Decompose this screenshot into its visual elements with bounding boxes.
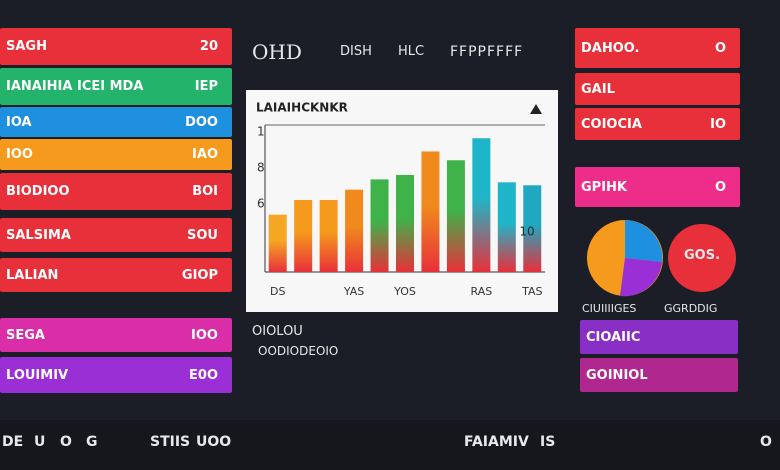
- row-label: IOO: [6, 147, 33, 162]
- row-label: SEGA: [6, 327, 45, 343]
- row-label: CIOAIIC: [586, 329, 641, 345]
- list-row[interactable]: SEGA IOO: [0, 318, 232, 352]
- caption: OIOLOU: [252, 324, 303, 339]
- footer-item: G: [86, 434, 98, 450]
- tab[interactable]: HLC: [398, 44, 425, 59]
- y-label: 6: [257, 197, 265, 211]
- chart-title: LAIAIHCKNKR: [256, 101, 348, 115]
- list-row[interactable]: GOINIOL: [580, 358, 738, 392]
- row-value: E0O: [189, 367, 218, 383]
- x-tick-label: DS: [270, 285, 285, 298]
- row-value: O: [714, 40, 726, 56]
- footer-item: O: [60, 434, 72, 450]
- pie-slice: [625, 220, 663, 262]
- row-value: DOO: [185, 114, 218, 130]
- list-row[interactable]: GPIHK O: [575, 167, 740, 207]
- x-tick-label: YAS: [343, 285, 364, 298]
- row-label: LALIAN: [6, 267, 59, 283]
- bar: [294, 199, 313, 272]
- bar: [345, 189, 364, 272]
- brand: OHD: [252, 40, 302, 64]
- list-row[interactable]: COIOCIA IO: [575, 108, 740, 140]
- bar: [319, 199, 338, 272]
- row-label: GPIHK: [581, 179, 627, 195]
- row-label: SALSIMA: [6, 227, 71, 243]
- bar: [421, 151, 440, 272]
- footer-item: O: [760, 434, 772, 450]
- row-value: IAO: [192, 147, 218, 162]
- row-value: GIOP: [181, 267, 218, 283]
- badge-label: GOS.: [684, 248, 721, 263]
- list-row[interactable]: LOUIMIV E0O: [0, 357, 232, 393]
- list-row[interactable]: SALSIMA SOU: [0, 218, 232, 252]
- footer-item: FAIAMIV: [464, 434, 529, 450]
- row-label: DAHOO.: [581, 40, 640, 56]
- bar: [523, 185, 542, 272]
- row-value: BOI: [192, 184, 218, 199]
- row-label: GOINIOL: [586, 367, 648, 383]
- footer-item: DE: [2, 434, 24, 450]
- list-row[interactable]: IANAIHIA ICEI MDA IEP: [0, 68, 232, 105]
- list-row[interactable]: SAGH 20: [0, 28, 232, 65]
- footer-bar: [0, 420, 780, 470]
- bar-note: 10: [519, 225, 534, 239]
- row-label: BIODIOO: [6, 184, 70, 199]
- row-value: SOU: [187, 227, 218, 243]
- list-row[interactable]: IOA DOO: [0, 107, 232, 137]
- row-value: 20: [199, 39, 218, 54]
- bar: [396, 174, 414, 272]
- icon: [530, 104, 542, 114]
- row-label: SAGH: [6, 39, 47, 54]
- row-value: IOO: [191, 327, 218, 343]
- row-label: IOA: [6, 114, 32, 130]
- list-row[interactable]: LALIAN GIOP: [0, 258, 232, 292]
- list-row[interactable]: CIOAIIC: [580, 320, 738, 354]
- list-row[interactable]: BIODIOO BOI: [0, 173, 232, 210]
- row-label: IANAIHIA ICEI MDA: [6, 79, 144, 94]
- row-label: GAIL: [581, 81, 615, 97]
- caption: CIUIIIIGES: [582, 302, 637, 315]
- y-label: 8: [257, 161, 265, 175]
- caption: OODIODEOIO: [258, 344, 339, 358]
- list-row[interactable]: GAIL: [575, 73, 740, 105]
- x-tick-label: YOS: [393, 285, 416, 298]
- x-tick-label: TAS: [521, 285, 542, 298]
- x-tick-label: RAS: [471, 285, 493, 298]
- tab[interactable]: DISH: [340, 44, 372, 59]
- bar: [446, 160, 465, 272]
- bar: [370, 179, 389, 272]
- footer-item: U: [34, 434, 46, 450]
- footer-item: STIIS: [150, 434, 191, 450]
- bar: [472, 138, 491, 272]
- row-value: O: [714, 179, 726, 195]
- list-row[interactable]: DAHOO. O: [575, 28, 740, 68]
- row-value: IO: [710, 116, 726, 132]
- footer-item: IS: [540, 434, 556, 450]
- list-row[interactable]: IOO IAO: [0, 139, 232, 170]
- footer-item: UOO: [196, 434, 232, 450]
- bar: [497, 182, 516, 272]
- row-value: IEP: [194, 79, 218, 94]
- bar: [268, 214, 287, 272]
- row-label: LOUIMIV: [6, 367, 69, 383]
- row-label: COIOCIA: [581, 116, 642, 132]
- header-label: FFPPFFFF: [450, 44, 524, 60]
- badge: [668, 224, 736, 292]
- y-label: 1: [257, 125, 265, 139]
- caption: GGRDDIG: [664, 302, 718, 315]
- pie-slice: [620, 258, 662, 297]
